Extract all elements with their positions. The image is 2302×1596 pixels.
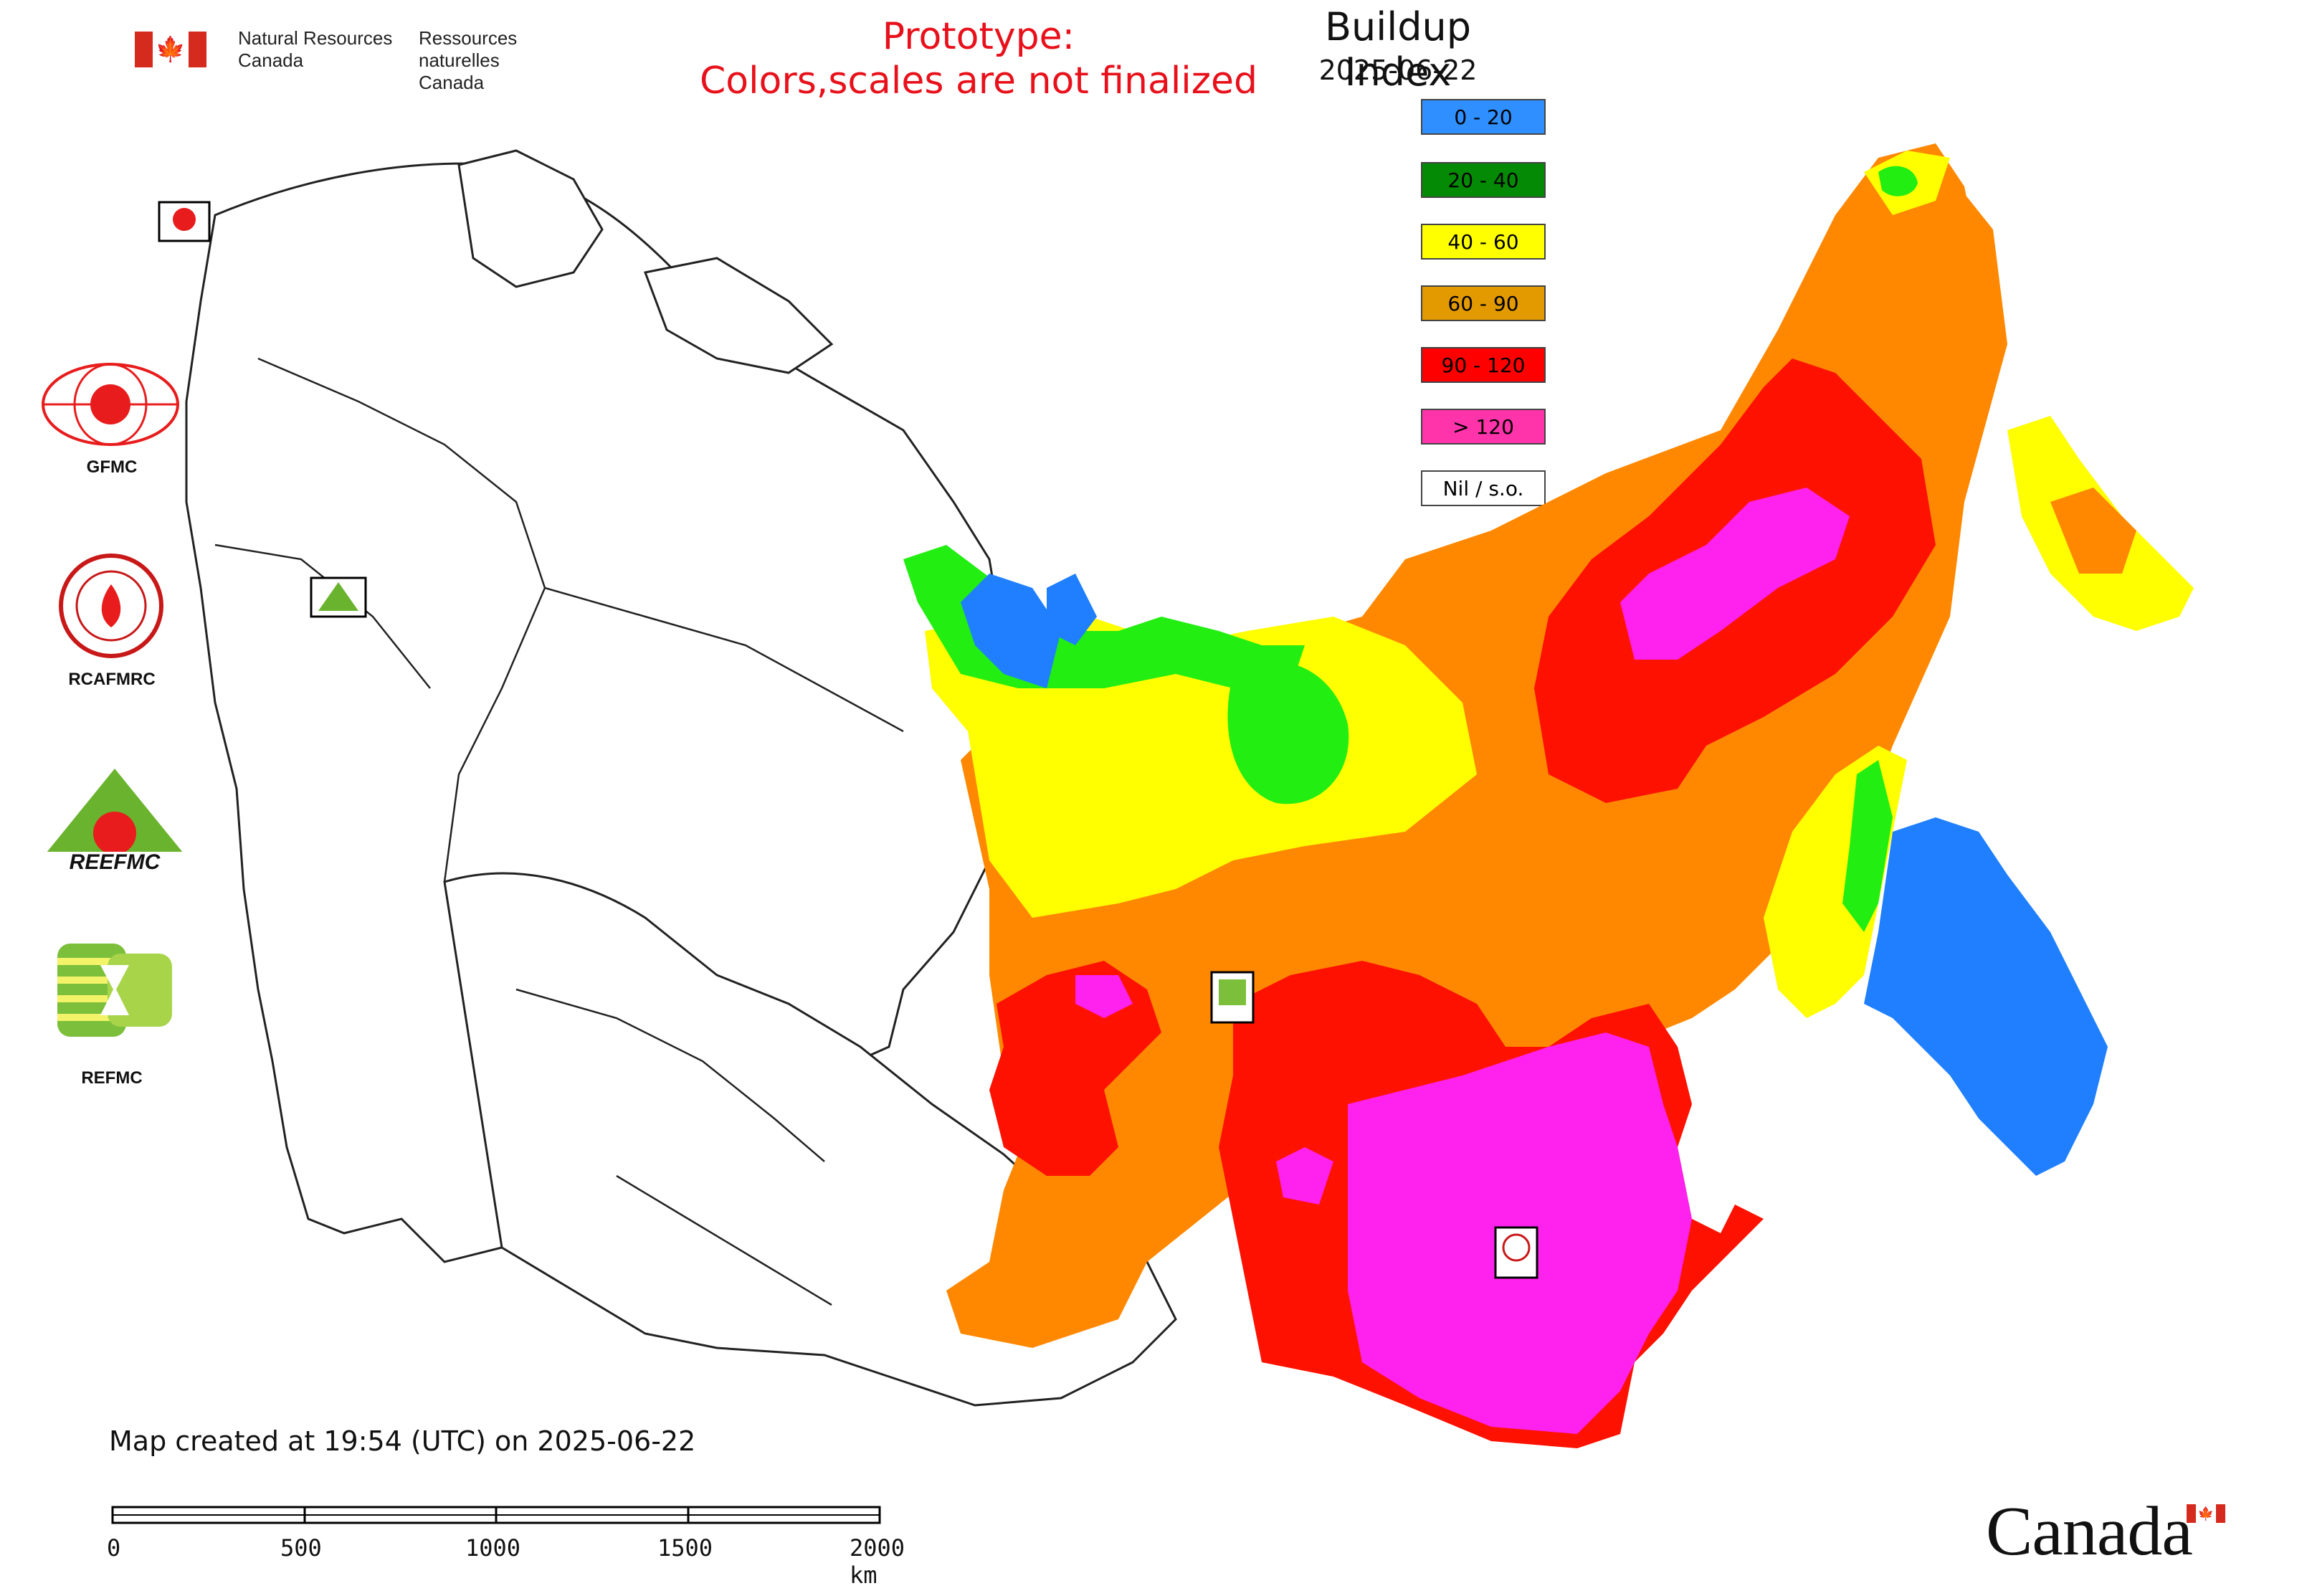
canada-wordmark: Canada — [1986, 1493, 2193, 1570]
canada-wordmark-flag-icon: 🍁 — [2187, 1504, 2225, 1523]
rcafmrc-marker-icon — [1502, 1233, 1531, 1262]
scale-label-500: 500 — [280, 1534, 322, 1562]
nrcan-signature: 🍁 Natural Resources Canada Ressources na… — [135, 27, 601, 93]
prototype-notice: Prototype: Colors,scales are not finaliz… — [699, 15, 1258, 103]
reefmc-logo: REEFMC — [39, 767, 191, 875]
site-markers — [158, 201, 1538, 1279]
legend-class-20-40: 20 - 40 — [1421, 162, 1546, 198]
rcafmrc-label: RCAFMRC — [68, 670, 156, 689]
scale-label-1500: 1500 — [657, 1534, 713, 1562]
refmc-marker-icon — [1219, 979, 1246, 1005]
legend-title: Buildup Index — [1324, 4, 1472, 95]
agency-name-en: Natural Resources Canada — [238, 27, 393, 71]
canada-flag-icon: 🍁 — [135, 32, 206, 67]
gfmc-label: GFMC — [86, 457, 138, 477]
reefmc-marker-icon — [318, 582, 358, 611]
agency-name-fr: Ressources naturelles Canada — [419, 27, 518, 93]
scale-label-1000: 1000 — [465, 1534, 521, 1562]
legend-class-90-120: 90 - 120 — [1421, 347, 1546, 383]
refmc-label: REFMC — [81, 1068, 143, 1088]
legend-class-0-20: 0 - 20 — [1421, 99, 1546, 135]
reefmc-wordmark: REEFMC — [69, 850, 161, 874]
refmc-logo — [57, 944, 172, 1037]
legend-class-60-90: 60 - 90 — [1421, 285, 1546, 321]
gfmc-marker-icon — [173, 208, 196, 231]
gfmc-logo — [40, 361, 181, 447]
scale-label-2000-km: 2000 km — [850, 1534, 905, 1589]
fire-danger-layer — [903, 143, 2194, 1448]
internal-borders — [214, 357, 904, 1306]
scale-label-0: 0 — [107, 1534, 121, 1562]
rcafmrc-logo — [57, 552, 165, 660]
legend-class-40-60: 40 - 60 — [1421, 224, 1546, 260]
map-date: 2025-06-22 — [1318, 54, 1478, 86]
map-created-timestamp: Map created at 19:54 (UTC) on 2025-06-22 — [109, 1425, 696, 1457]
legend-class-nil: Nil / s.o. — [1421, 470, 1546, 506]
scale-bar: 0 500 1000 1500 2000 km — [107, 1506, 905, 1589]
legend-class-over-120: > 120 — [1421, 409, 1546, 445]
